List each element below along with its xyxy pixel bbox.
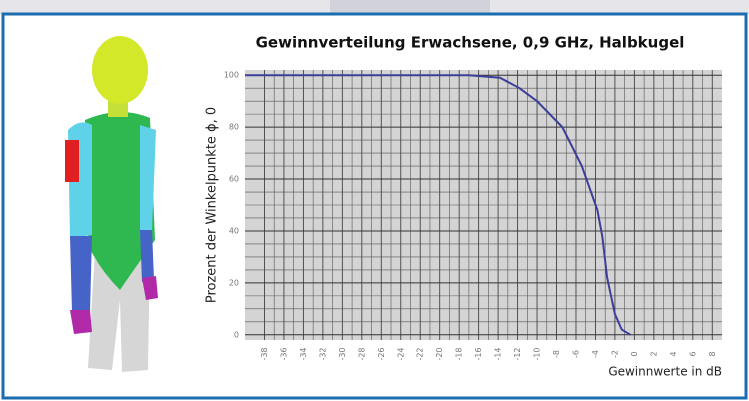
x-tick-label: -10 <box>533 347 542 360</box>
x-axis-label: Gewinnwerte in dB <box>608 365 722 379</box>
torso <box>85 111 155 290</box>
y-tick-label: 80 <box>229 123 239 132</box>
x-tick-label: -34 <box>299 347 308 360</box>
hand-right <box>142 276 158 300</box>
x-tick-label: 8 <box>708 351 717 356</box>
x-tick-label: -4 <box>591 350 600 358</box>
x-tick-label: -16 <box>474 347 483 360</box>
x-tick-label: -8 <box>552 350 561 358</box>
forearm-right <box>140 230 154 282</box>
x-tick-label: -32 <box>318 347 327 360</box>
x-tick-label: -6 <box>571 350 580 358</box>
x-tick-label: -30 <box>338 347 347 360</box>
x-tick-label: -22 <box>416 347 425 360</box>
x-tick-label: -2 <box>610 350 619 358</box>
top-strip-tab <box>330 0 490 14</box>
upper-arm-right <box>140 125 156 232</box>
x-tick-label: 2 <box>649 351 658 356</box>
head <box>92 36 148 104</box>
x-tick-label: -14 <box>494 347 503 360</box>
x-tick-label: -38 <box>260 347 269 360</box>
data-line <box>245 74 632 336</box>
x-tick-label: -12 <box>513 347 522 360</box>
y-tick-label: 20 <box>229 278 239 287</box>
legs <box>88 250 150 372</box>
y-tick-label: 40 <box>229 226 239 235</box>
y-tick-label: 60 <box>229 175 239 184</box>
x-tick-label: -20 <box>435 347 444 360</box>
x-tick-label: -26 <box>377 347 386 360</box>
x-tick-label: -18 <box>455 347 464 360</box>
hand <box>70 310 92 334</box>
y-axis-label: Prozent der Winkelpunkte ϕ, 0 <box>205 107 220 303</box>
x-tick-label: -28 <box>357 347 366 360</box>
forearm <box>70 236 92 312</box>
y-tick-label: 0 <box>234 330 239 339</box>
phone <box>65 140 79 182</box>
x-tick-label: 0 <box>630 351 639 356</box>
x-tick-label: 6 <box>688 351 697 356</box>
x-tick-label: 4 <box>669 351 678 356</box>
body-model <box>65 36 158 372</box>
x-tick-label: -24 <box>396 347 405 360</box>
x-tick-label: -36 <box>279 347 288 360</box>
y-tick-label: 100 <box>224 71 239 80</box>
chart-title: Gewinnverteilung Erwachsene, 0,9 GHz, Ha… <box>256 34 685 52</box>
